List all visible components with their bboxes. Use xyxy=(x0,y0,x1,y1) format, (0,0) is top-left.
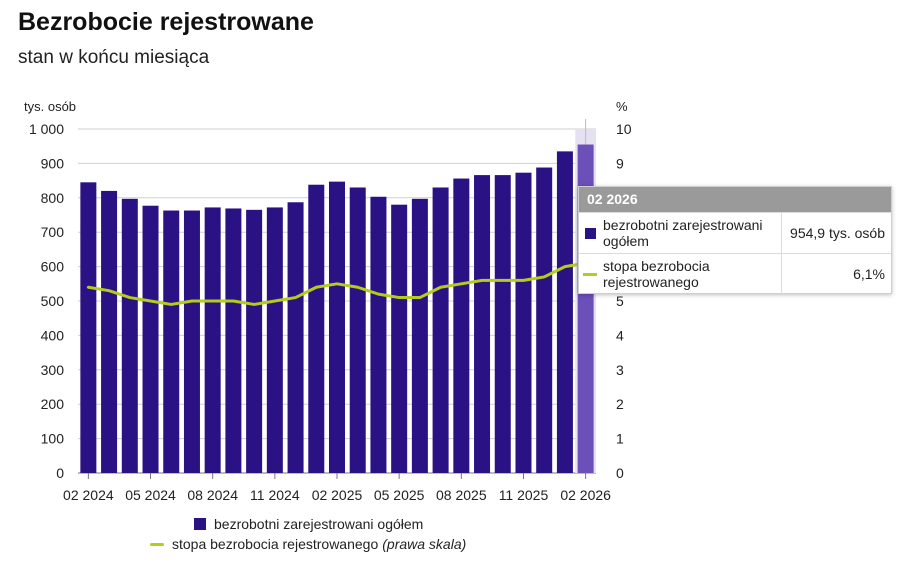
left-tick-label: 100 xyxy=(41,431,65,447)
chart-title: Bezrobocie rejestrowane xyxy=(18,8,314,36)
legend-line-note: (prawa skala) xyxy=(382,536,467,552)
bar[interactable] xyxy=(370,196,387,473)
bar[interactable] xyxy=(287,202,304,473)
x-tick-label: 02 2024 xyxy=(63,487,114,503)
x-tick-label: 11 2024 xyxy=(250,487,300,503)
bar[interactable] xyxy=(474,175,491,473)
x-tick-label: 08 2025 xyxy=(436,487,487,503)
left-axis: 0 100 200 300 400 500 600 700 800 900 1 000 xyxy=(29,121,64,481)
tooltip-line-label: stopa bezrobocia rejestrowanego xyxy=(601,254,782,294)
bar[interactable] xyxy=(329,181,345,473)
left-tick-label: 400 xyxy=(41,327,65,343)
right-tick-label: 2 xyxy=(616,396,624,412)
bar[interactable] xyxy=(349,187,366,474)
tooltip-period: 02 2026 xyxy=(579,187,891,212)
bar[interactable] xyxy=(308,184,325,473)
left-tick-label: 900 xyxy=(41,155,65,171)
x-tick-label: 02 2025 xyxy=(312,487,363,503)
legend-item-bars[interactable]: bezrobotni zarejestrowani ogółem xyxy=(150,514,466,534)
left-tick-label: 1 000 xyxy=(29,121,64,137)
legend: bezrobotni zarejestrowani ogółem stopa b… xyxy=(150,514,466,554)
tooltip-row-line: stopa bezrobocia rejestrowanego 6,1% xyxy=(579,253,891,294)
bar[interactable] xyxy=(80,182,97,473)
bar[interactable] xyxy=(121,198,138,473)
x-tick-label: 05 2024 xyxy=(125,487,176,503)
right-tick-label: 4 xyxy=(616,327,624,343)
bar[interactable] xyxy=(246,209,263,473)
bar[interactable] xyxy=(432,187,449,474)
line-legend-swatch-icon xyxy=(150,542,164,546)
bar[interactable] xyxy=(536,167,553,473)
bar[interactable] xyxy=(453,178,470,473)
left-axis-unit: tys. osób xyxy=(24,99,76,114)
bar-legend-swatch-icon xyxy=(194,518,206,530)
x-tick-label: 02 2026 xyxy=(560,487,611,503)
x-tick-label: 08 2024 xyxy=(187,487,238,503)
x-tick-label: 05 2025 xyxy=(374,487,425,503)
right-axis: 012345678910 xyxy=(616,121,632,481)
right-tick-label: 5 xyxy=(616,293,624,309)
right-tick-label: 0 xyxy=(616,465,624,481)
bar[interactable] xyxy=(515,172,532,474)
tooltip: 02 2026 bezrobotni zarejestrowani ogółem… xyxy=(578,186,892,294)
x-axis: 02 2024 05 2024 08 2024 11 2024 02 2025 05 20… xyxy=(63,473,611,503)
legend-bar-label: bezrobotni zarejestrowani ogółem xyxy=(214,516,424,532)
bar[interactable] xyxy=(101,190,118,474)
legend-line-label: stopa bezrobocia rejestrowanego xyxy=(172,536,379,552)
chart-subtitle: stan w końcu miesiąca xyxy=(18,47,210,68)
bar[interactable] xyxy=(494,175,511,473)
bar[interactable] xyxy=(391,204,408,473)
rate-line[interactable] xyxy=(86,261,588,306)
bar[interactable] xyxy=(142,205,159,473)
bar[interactable] xyxy=(163,210,180,473)
left-tick-label: 700 xyxy=(41,224,65,240)
right-tick-label: 10 xyxy=(616,121,632,137)
tooltip-row-bar: bezrobotni zarejestrowani ogółem 954,9 t… xyxy=(579,212,891,253)
bar[interactable] xyxy=(266,207,283,473)
left-tick-label: 200 xyxy=(41,396,65,412)
left-tick-label: 0 xyxy=(56,465,64,481)
bar-swatch-icon xyxy=(584,227,596,239)
legend-item-line[interactable]: stopa bezrobocia rejestrowanego (prawa s… xyxy=(150,534,466,554)
x-tick-label: 11 2025 xyxy=(499,487,549,503)
left-tick-label: 300 xyxy=(41,362,65,378)
right-axis-unit: % xyxy=(616,99,628,114)
bar[interactable] xyxy=(556,151,573,474)
bar[interactable] xyxy=(411,198,428,473)
right-tick-label: 3 xyxy=(616,362,624,378)
left-tick-label: 800 xyxy=(41,190,65,206)
tooltip-bar-value: 954,9 tys. osób xyxy=(790,225,885,241)
bar[interactable] xyxy=(225,208,242,474)
tooltip-bar-label: bezrobotni zarejestrowani ogółem xyxy=(601,213,782,253)
bar-series[interactable] xyxy=(80,119,596,474)
right-tick-label: 9 xyxy=(616,155,624,171)
left-tick-label: 600 xyxy=(41,259,65,275)
right-tick-label: 1 xyxy=(616,431,624,447)
bar[interactable] xyxy=(204,207,221,473)
bar[interactable] xyxy=(183,210,200,473)
tooltip-line-value: 6,1% xyxy=(853,266,885,282)
left-tick-label: 500 xyxy=(41,293,65,309)
line-swatch-icon xyxy=(583,272,597,276)
